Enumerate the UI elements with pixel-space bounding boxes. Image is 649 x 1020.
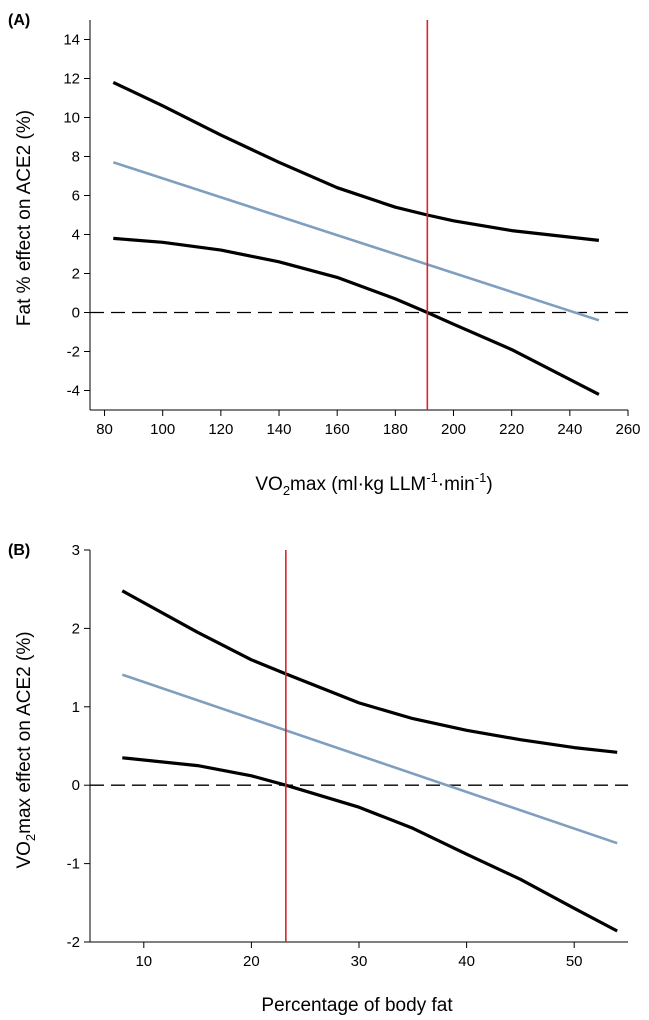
panel-b-x-axis-label: Percentage of body fat [261,995,453,1016]
panel-a-x-label-sup1: -1 [426,470,438,485]
panel-b-y-label-rest: max effect on ACE2 (%) [14,631,35,833]
panel-a-lower-line [113,236,600,396]
panel-a-x-label-rest1: max (ml·kg LLM [290,474,426,495]
panel-a-x-tick-label: 120 [208,421,233,438]
panel-a-upper-line [112,80,600,242]
panel-b-upper-line [121,589,618,754]
panel-b-label: (B) [8,542,30,559]
panel-b-lower-line [122,756,618,933]
panel-b-y-label-sub: 2 [23,834,38,841]
panel-a-x-label-sup2: -1 [475,470,487,485]
panel-b-y-tick-label: 2 [72,620,80,637]
panel-a-y-axis-label: Fat % effect on ACE2 (%) [14,110,35,326]
panel-a-x-label-rest3: ) [486,474,492,495]
panel-a-y-tick-label: 2 [72,266,80,283]
panel-a-y-tick-label: 10 [63,110,80,127]
panel-a-y-axis-label-text: Fat % effect on ACE2 (%) [14,110,35,326]
panel-b-x-tick-label: 40 [458,953,475,970]
panel-a-y-tick-label: 8 [72,149,80,166]
panel-a-estimate-line [112,161,600,322]
panel-a-x-tick-label: 260 [615,421,640,438]
panel-b-y-axis-label: VO2max effect on ACE2 (%) [14,631,38,868]
panel-a-x-tick-label: 200 [441,421,466,438]
panel-b-y-tick-label: -1 [67,856,80,873]
panel-a-x-tick-label: 100 [150,421,175,438]
panel-a: (A) Fat % effect on ACE2 (%) VO2max (ml·… [8,12,641,498]
panel-b-y-tick-label: 1 [72,699,80,716]
panel-b-y-tick-label: -2 [67,934,80,951]
panel-a-y-tick-label: 12 [63,71,80,88]
panel-a-x-tick-label: 80 [96,421,113,438]
panel-b-y-label-main: VO [14,841,35,868]
panel-a-x-tick-label: 180 [383,421,408,438]
panel-b: (B) VO2max effect on ACE2 (%) Percentage… [8,542,628,1016]
panel-a-y-tick-label: 14 [63,32,80,49]
panel-b-x-tick-label: 20 [243,953,260,970]
panel-a-x-tick-label: 240 [557,421,582,438]
panel-a-y-tick-label: 4 [72,227,80,244]
panel-a-y-tick-label: 0 [72,305,80,322]
panel-a-x-label-sub: 2 [283,483,290,498]
panel-b-estimate-line [121,673,618,845]
panel-b-y-tick-label: 3 [72,542,80,559]
panel-a-y-tick-label: -2 [67,344,80,361]
panel-b-y-tick-label: 0 [72,777,80,794]
panel-b-x-tick-label: 30 [351,953,368,970]
panel-a-x-axis-label: VO2max (ml·kg LLM-1·min-1) [255,470,492,498]
panel-a-y-tick-label: 6 [72,188,80,205]
panel-b-x-tick-label: 10 [135,953,152,970]
panel-a-x-label-main: VO [255,474,282,495]
panel-a-x-tick-label: 160 [325,421,350,438]
panel-a-x-tick-label: 140 [267,421,292,438]
panel-a-x-label-rest2: ·min [438,474,475,495]
panel-a-x-tick-label: 220 [499,421,524,438]
panel-a-label: (A) [8,12,30,29]
panel-a-y-tick-label: -4 [67,383,80,400]
panel-b-x-tick-label: 50 [566,953,583,970]
